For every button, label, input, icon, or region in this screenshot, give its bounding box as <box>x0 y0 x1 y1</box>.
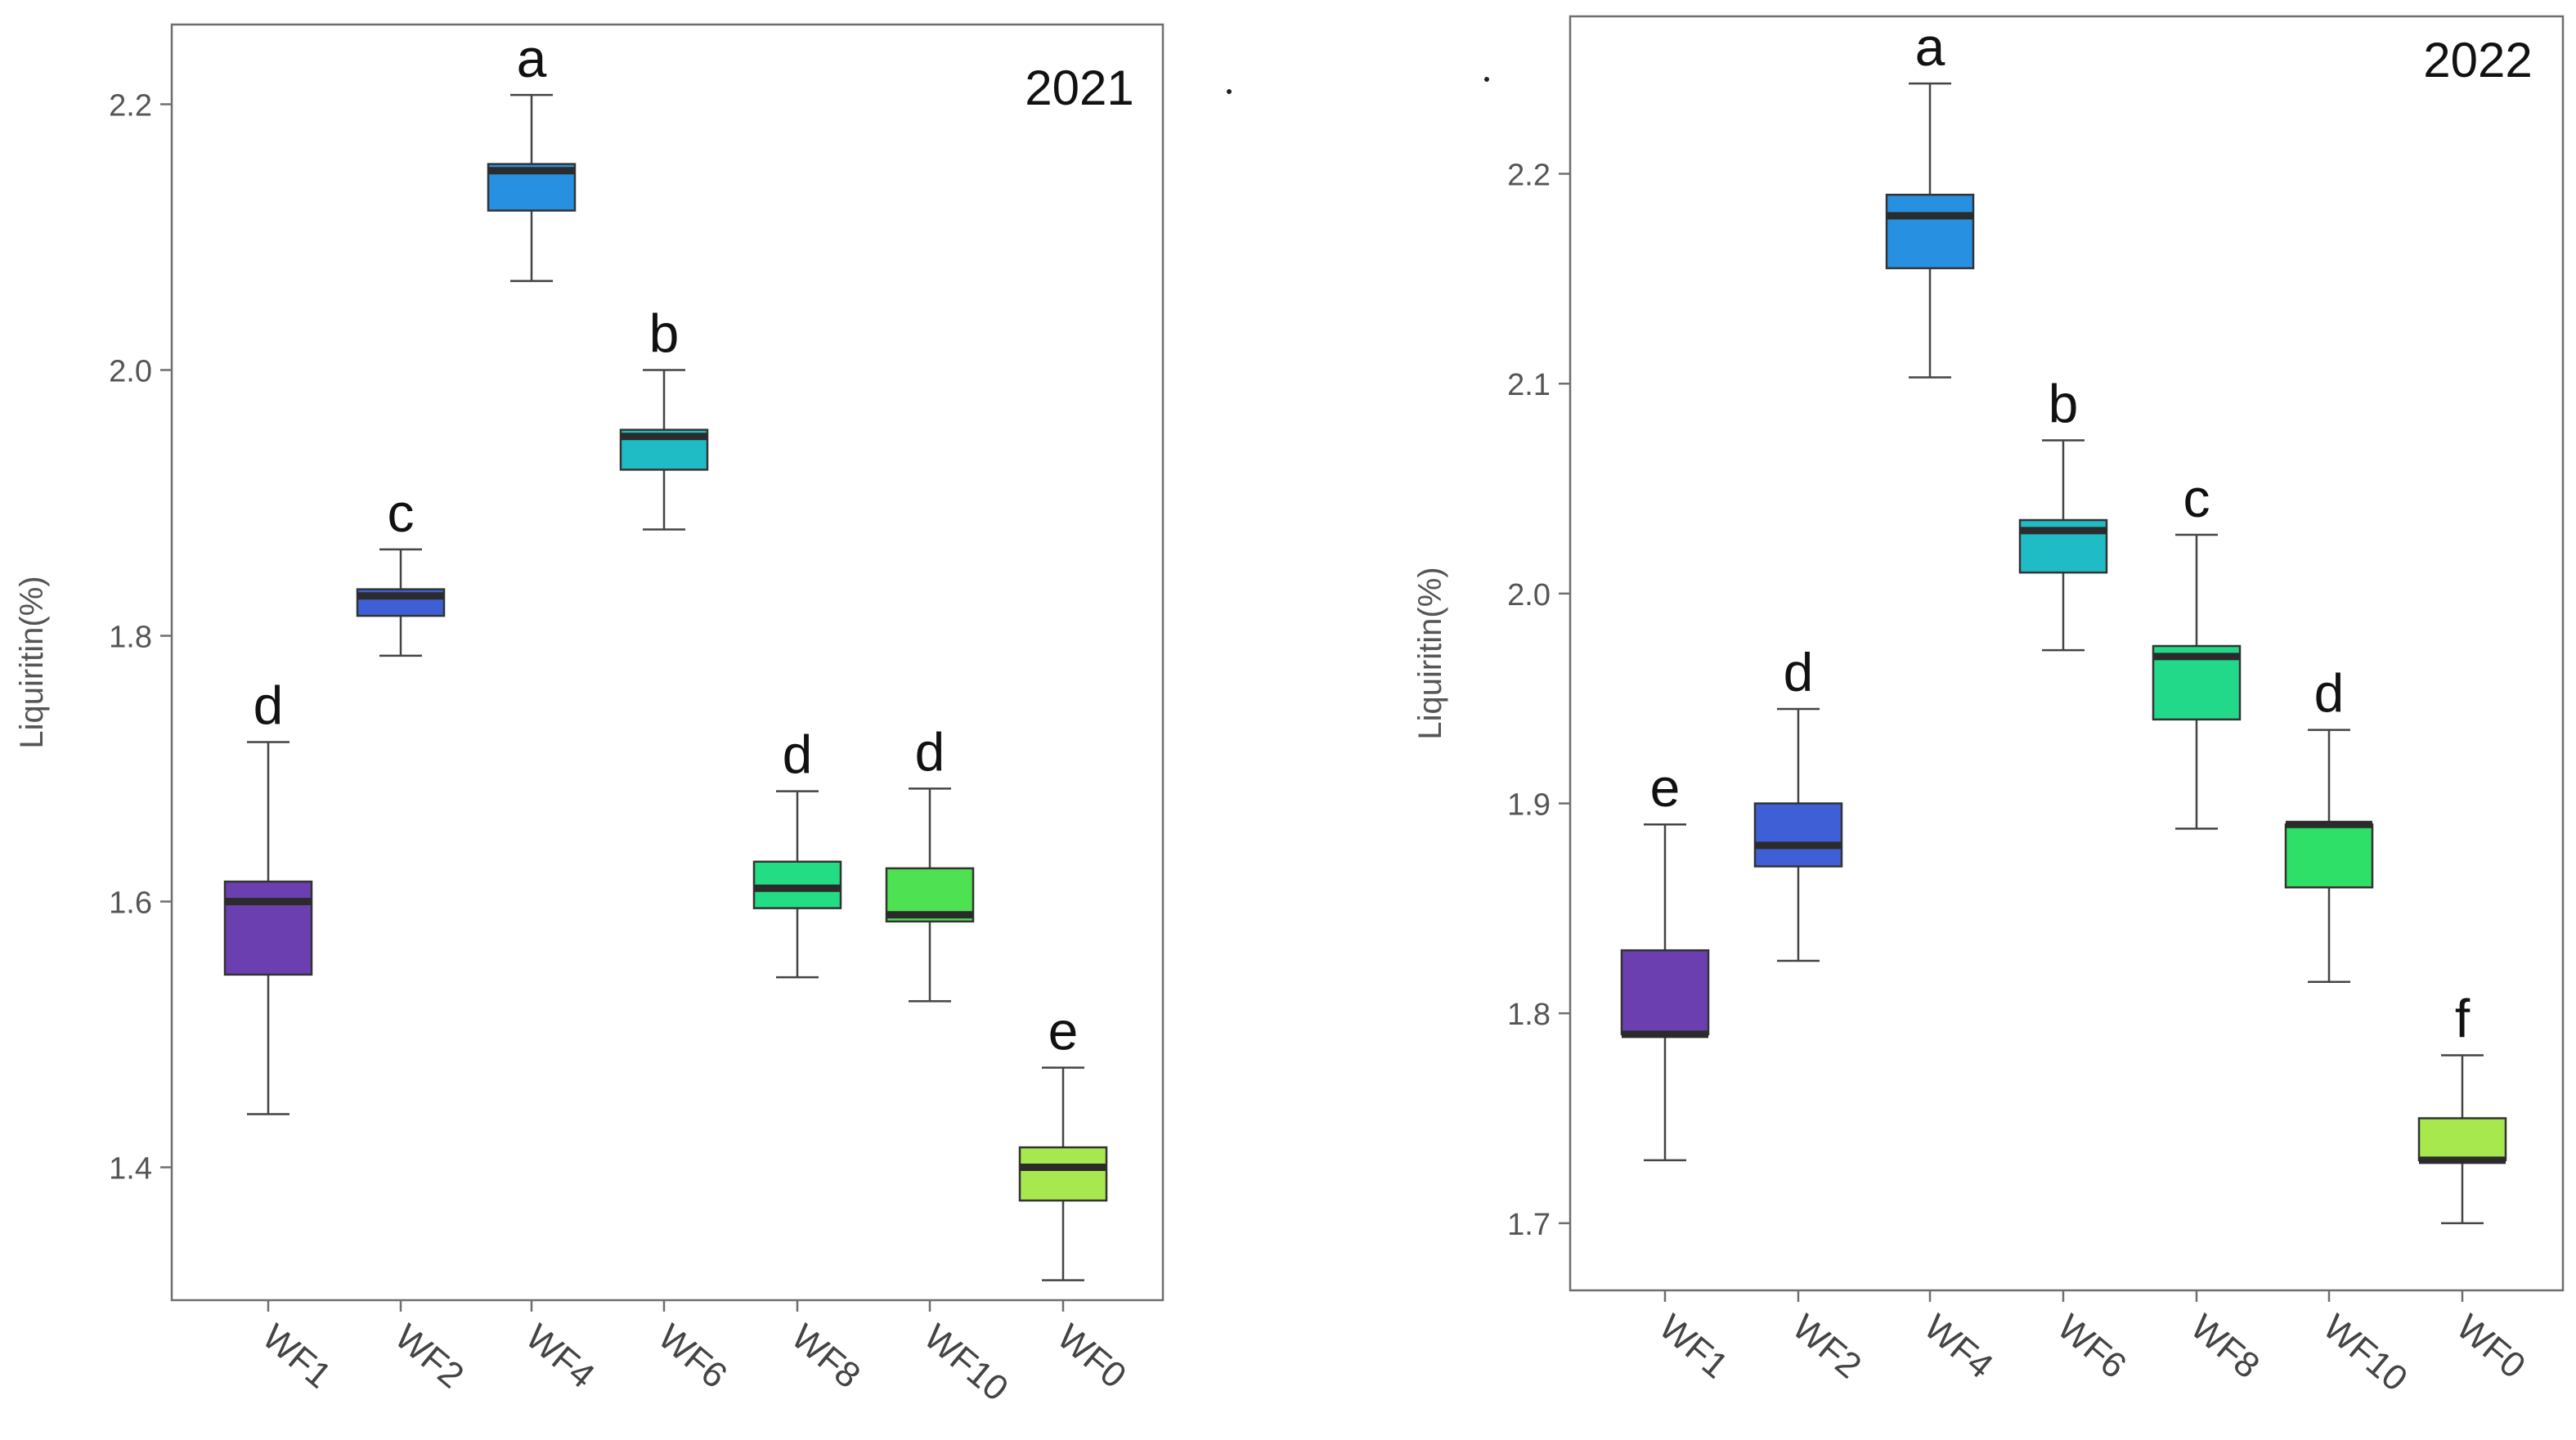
stray-dot <box>1484 77 1489 82</box>
y-tick-label: 2.0 <box>109 355 152 389</box>
iqr-box <box>2417 1117 2507 1162</box>
x-tick-label: WF10 <box>2316 1307 2415 1399</box>
x-tick-label: WF1 <box>1652 1307 1736 1386</box>
significance-letter: d <box>1784 642 1814 702</box>
significance-letter: d <box>783 724 813 785</box>
iqr-box <box>1753 802 1843 868</box>
x-tick-label: WF1 <box>255 1317 339 1396</box>
box-wf1: e <box>1620 757 1710 1162</box>
y-axis-label: Liquiritin(%) <box>14 576 50 748</box>
x-tick-label: WF2 <box>1785 1307 1869 1386</box>
significance-letter: c <box>2183 468 2210 528</box>
box-wf0: f <box>2417 989 2507 1225</box>
y-tick-label: 2.1 <box>1507 368 1551 402</box>
x-tick-label: WF6 <box>651 1317 735 1396</box>
significance-letter: a <box>1915 16 1945 77</box>
box-wf2: d <box>1753 642 1843 962</box>
box-wf0: e <box>1018 1001 1108 1281</box>
y-axis-label: Liquiritin(%) <box>1412 567 1448 739</box>
iqr-box <box>2284 823 2374 889</box>
stray-dot <box>1227 89 1232 94</box>
y-tick-label: 1.7 <box>1507 1208 1551 1242</box>
plot-frame <box>1568 15 2565 1292</box>
x-tick-label: WF0 <box>1050 1317 1134 1396</box>
y-tick-label: 1.8 <box>109 621 152 655</box>
y-tick-label: 1.8 <box>1507 998 1551 1032</box>
significance-letter: e <box>1650 757 1681 818</box>
iqr-box <box>1018 1146 1108 1202</box>
significance-letter: b <box>649 303 680 364</box>
box-wf4: a <box>1885 16 1975 379</box>
significance-letter: c <box>388 482 415 543</box>
panel-title: 2022 <box>2423 33 2532 87</box>
x-tick-label: WF4 <box>518 1317 603 1396</box>
x-tick-label: WF6 <box>2050 1307 2134 1386</box>
x-tick-label: WF8 <box>2183 1307 2268 1386</box>
panel-2021: 1.4 1.6 1.8 2.0 2.2 Liquiritin(%) 2021 d WF1 c WF2… <box>14 23 1165 1409</box>
y-tick-label: 1.6 <box>109 886 152 921</box>
x-tick-label: WF0 <box>2449 1307 2533 1386</box>
box-wf1: d <box>223 675 313 1115</box>
box-wf2: c <box>356 482 446 657</box>
box-wf8: d <box>752 724 842 979</box>
significance-letter: d <box>254 675 284 736</box>
iqr-box <box>1620 949 1710 1036</box>
x-tick-label: WF2 <box>388 1317 472 1396</box>
box-wf6: b <box>2018 373 2108 652</box>
box-wf4: a <box>487 28 577 282</box>
y-tick-label: 1.9 <box>1507 788 1551 823</box>
panel-title: 2021 <box>1025 61 1133 115</box>
panel-2022: 1.7 1.8 1.9 2.0 2.1 2.2 Liquiritin(%) 2022 e WF1 d… <box>1412 15 2565 1399</box>
significance-letter: b <box>2049 373 2079 433</box>
significance-letter: f <box>2455 989 2471 1049</box>
x-tick-label: WF10 <box>917 1317 1016 1409</box>
plot-frame <box>170 23 1165 1302</box>
x-tick-label: WF8 <box>784 1317 868 1396</box>
iqr-box <box>223 880 313 976</box>
y-tick-label: 1.4 <box>109 1152 152 1187</box>
x-tick-label: WF4 <box>1917 1307 2001 1386</box>
significance-letter: e <box>1048 1001 1079 1061</box>
box-wf10: d <box>885 721 975 1003</box>
y-tick-label: 2.2 <box>1507 159 1551 193</box>
box-wf6: b <box>619 303 709 531</box>
iqr-box <box>1885 193 1975 270</box>
significance-letter: d <box>2314 663 2345 724</box>
box-wf10: d <box>2284 663 2374 983</box>
y-tick-label: 2.0 <box>1507 578 1551 612</box>
significance-letter: a <box>517 28 547 88</box>
y-tick-label: 2.2 <box>109 89 152 123</box>
significance-letter: d <box>915 721 945 782</box>
box-wf8: c <box>2152 468 2242 830</box>
